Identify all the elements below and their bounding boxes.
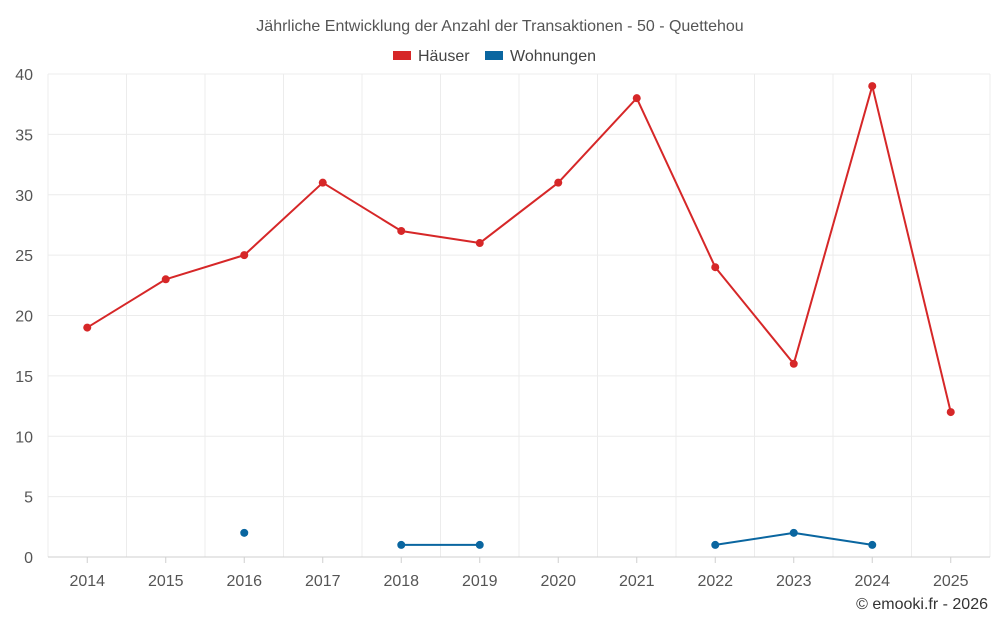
x-tick-label: 2018 xyxy=(383,573,419,590)
y-tick-label: 25 xyxy=(15,248,33,265)
data-point[interactable] xyxy=(240,251,249,260)
data-point[interactable] xyxy=(475,239,484,248)
y-tick-label: 30 xyxy=(15,188,33,205)
data-point[interactable] xyxy=(868,82,877,91)
credit-text: © emooki.fr - 2026 xyxy=(856,596,988,613)
data-point[interactable] xyxy=(711,540,720,549)
x-tick-label: 2014 xyxy=(69,573,105,590)
x-tick-label: 2022 xyxy=(697,573,733,590)
data-point[interactable] xyxy=(789,359,798,368)
y-tick-label: 20 xyxy=(15,309,33,326)
data-point[interactable] xyxy=(868,540,877,549)
y-tick-label: 10 xyxy=(15,429,33,446)
x-tick-label: 2025 xyxy=(933,573,969,590)
series-wohnungen xyxy=(240,528,877,549)
series xyxy=(83,82,955,549)
series-line xyxy=(86,85,952,413)
x-tick-label: 2019 xyxy=(462,573,498,590)
data-point[interactable] xyxy=(789,528,798,537)
x-tick-label: 2020 xyxy=(540,573,576,590)
legend-label[interactable]: Häuser xyxy=(418,48,470,65)
data-point[interactable] xyxy=(397,226,406,235)
data-point[interactable] xyxy=(318,178,327,187)
legend: Häuser Wohnungen xyxy=(393,48,596,65)
data-point[interactable] xyxy=(240,528,249,537)
y-tick-label: 35 xyxy=(15,127,33,144)
y-tick-label: 15 xyxy=(15,369,33,386)
legend-label[interactable]: Wohnungen xyxy=(510,48,596,65)
data-point[interactable] xyxy=(83,323,92,332)
x-tick-label: 2024 xyxy=(854,573,890,590)
x-tick-label: 2023 xyxy=(776,573,812,590)
x-tick-label: 2021 xyxy=(619,573,655,590)
y-tick-label: 40 xyxy=(15,67,33,84)
y-tick-label: 5 xyxy=(24,490,33,507)
legend-swatch xyxy=(393,51,411,60)
data-point[interactable] xyxy=(161,275,170,284)
data-point[interactable] xyxy=(946,408,955,417)
data-point[interactable] xyxy=(475,540,484,549)
x-tick-label: 2017 xyxy=(305,573,341,590)
data-point[interactable] xyxy=(554,178,563,187)
grid xyxy=(47,73,991,557)
series-haeuser xyxy=(83,82,955,417)
data-point[interactable] xyxy=(711,263,720,272)
chart-title: Jährliche Entwicklung der Anzahl der Tra… xyxy=(256,18,743,35)
data-point[interactable] xyxy=(397,540,406,549)
y-tick-label: 0 xyxy=(24,550,33,567)
legend-swatch xyxy=(485,51,503,60)
data-point[interactable] xyxy=(632,94,641,103)
x-tick-label: 2015 xyxy=(148,573,184,590)
x-tick-label: 2016 xyxy=(226,573,262,590)
